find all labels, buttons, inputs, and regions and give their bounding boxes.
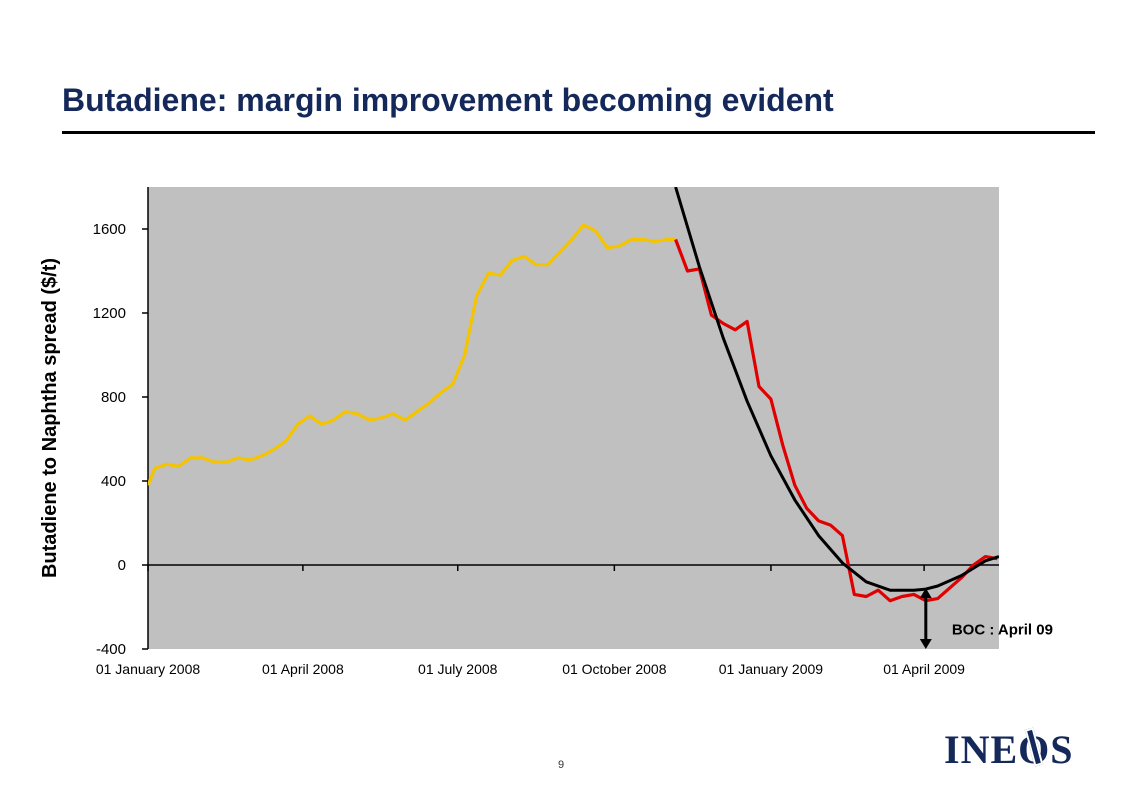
x-tick-label: 01 January 2009 — [719, 661, 824, 677]
x-tick-label: 01 April 2008 — [262, 661, 344, 677]
y-tick-label: -400 — [96, 641, 126, 658]
page-number: 9 — [557, 759, 565, 771]
boc-arrow-head-down — [919, 639, 932, 649]
logo-o-mark: O — [1018, 726, 1050, 773]
yellow-series-line — [148, 223, 676, 486]
x-tick-label: 01 October 2008 — [562, 661, 667, 677]
y-tick-label: 800 — [101, 389, 126, 406]
y-tick-label: 0 — [118, 557, 126, 574]
boc-arrow-head-up — [919, 588, 932, 599]
plot-area — [148, 187, 999, 649]
logo-letter: E — [990, 727, 1019, 772]
page-title: Butadiene: margin improvement becoming e… — [62, 82, 834, 118]
axes: -400 0 400 800 1200 1600 01 January 2008 01 Apr… — [93, 187, 999, 677]
x-tick-label: 01 January 2008 — [96, 661, 201, 677]
y-tick-label: 400 — [101, 473, 126, 490]
logo-letter: S — [1050, 727, 1074, 772]
trend-curve — [674, 187, 999, 592]
x-tick-label: 01 July 2008 — [418, 661, 498, 677]
y-tick-label: 1600 — [93, 221, 126, 238]
logo-letter: I — [944, 727, 961, 772]
boc-annotation-label: BOC : April 09 — [952, 621, 1053, 638]
logo-letter: N — [960, 727, 991, 772]
x-tick-label: 01 April 2009 — [883, 661, 965, 677]
ineos-logo: INEOS — [944, 726, 1074, 773]
y-axis-label: Butadiene to Naphtha spread ($/t) — [39, 258, 61, 578]
series-layer — [148, 187, 999, 603]
title-underline — [62, 131, 1095, 134]
red-series-line — [674, 238, 998, 603]
logo-o-slash — [1024, 727, 1044, 767]
y-tick-label: 1200 — [93, 305, 126, 322]
annotation-layer: BOC : April 09 — [919, 588, 1053, 649]
